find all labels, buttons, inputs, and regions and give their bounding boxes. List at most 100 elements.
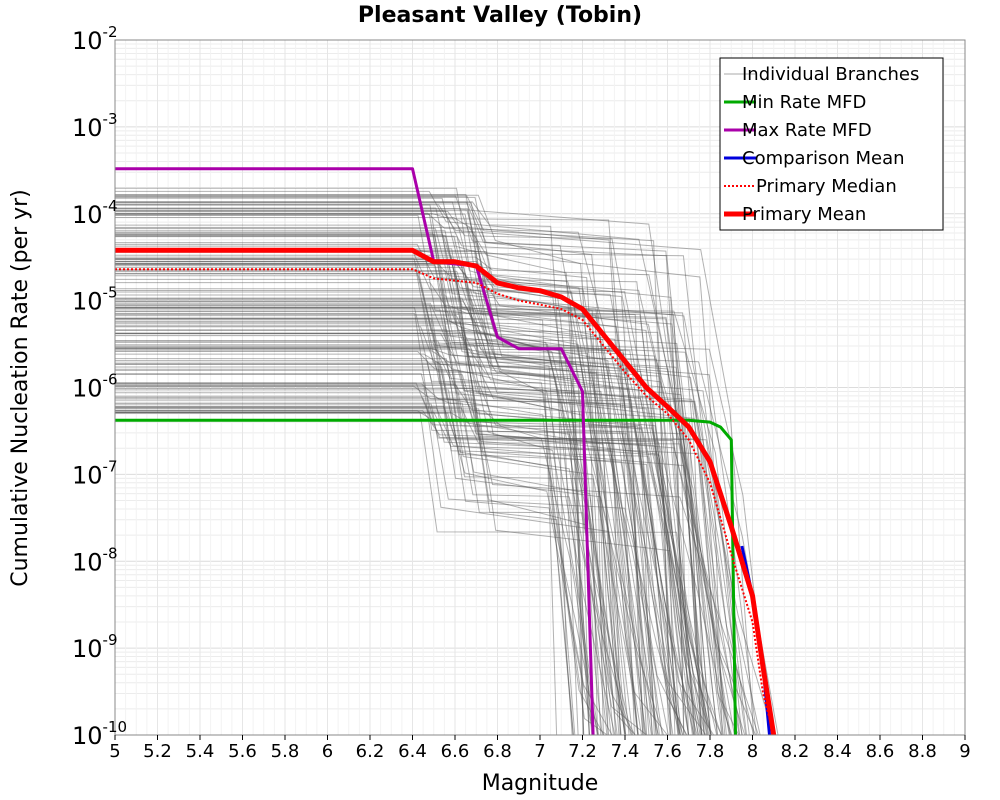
branch-line (115, 236, 653, 736)
branch-line (115, 373, 647, 736)
legend-label: Min Rate MFD (742, 92, 866, 113)
branch-line (115, 317, 626, 736)
branch-line (115, 306, 681, 736)
branch-line (115, 214, 558, 736)
x-tick-label: 5.2 (143, 741, 172, 762)
branch-line (115, 382, 598, 736)
branch-line (115, 302, 747, 736)
branch-line (115, 348, 600, 736)
branch-line (115, 388, 603, 736)
series-line-2 (115, 167, 595, 736)
branch-line (115, 410, 722, 736)
y-tick-label: 10-3 (72, 110, 118, 142)
branch-line (115, 318, 757, 736)
branch-line (115, 195, 639, 736)
y-tick-label: 10-9 (72, 631, 118, 663)
branch-line (115, 272, 727, 736)
branch-line (115, 261, 676, 736)
individual-branches (115, 187, 779, 736)
branch-line (115, 344, 695, 736)
branch-line (115, 347, 680, 736)
series-line-1 (115, 418, 737, 736)
branch-line (115, 263, 584, 736)
branch-line (115, 204, 718, 736)
legend-label: Max Rate MFD (742, 120, 872, 141)
branch-line (115, 234, 663, 736)
legend-label: Comparison Mean (742, 148, 905, 169)
branch-line (115, 232, 609, 736)
y-axis-ticks: 10-2 10-3 10-4 10-5 10-6 10-7 10-8 10-9 10-10 (72, 23, 127, 750)
branch-line (115, 294, 627, 736)
branch-line (115, 383, 735, 736)
branch-line (115, 203, 685, 736)
x-tick-label: 5.6 (228, 741, 257, 762)
branch-line (115, 195, 671, 736)
branch-line (115, 224, 626, 736)
branch-line (115, 360, 740, 736)
branch-line (115, 310, 602, 736)
branch-line (115, 208, 709, 736)
branch-line (115, 397, 608, 736)
x-tick-label: 7.6 (653, 741, 682, 762)
branch-line (115, 297, 706, 736)
branch-line (115, 374, 707, 736)
branch-line (115, 410, 681, 736)
branch-line (115, 265, 771, 736)
branch-line (115, 258, 685, 736)
branch-line (115, 350, 590, 736)
x-tick-label: 8.4 (823, 741, 852, 762)
branch-line (115, 212, 657, 736)
y-tick-label: 10-10 (72, 718, 127, 750)
branch-line (115, 332, 617, 736)
branch-line (115, 382, 708, 736)
y-tick-label: 10-8 (72, 544, 118, 576)
branch-line (115, 201, 622, 736)
branch-line (115, 299, 696, 736)
branch-line (115, 318, 593, 736)
branch-line (115, 397, 761, 736)
y-tick-label: 10-2 (72, 23, 118, 55)
branch-line (115, 411, 655, 736)
branch-line (115, 261, 741, 736)
x-tick-label: 9 (959, 741, 970, 762)
branch-line (115, 332, 740, 736)
branch-line (115, 233, 614, 736)
branch-line (115, 369, 712, 736)
branch-line (115, 235, 646, 736)
branch-line (115, 412, 620, 736)
branch-line (115, 228, 748, 736)
branch-line (115, 190, 723, 736)
x-tick-label: 5 (109, 741, 120, 762)
branch-line (115, 350, 705, 736)
branch-line (115, 270, 576, 736)
branch-line (115, 358, 668, 736)
branch-line (115, 412, 599, 736)
y-tick-label: 10-5 (72, 284, 118, 316)
branch-line (115, 288, 633, 736)
x-tick-label: 6.2 (356, 741, 385, 762)
branch-line (115, 363, 612, 736)
branch-line (115, 227, 584, 736)
x-tick-label: 7.2 (568, 741, 597, 762)
branch-line (115, 392, 689, 736)
x-tick-label: 6.8 (483, 741, 512, 762)
branch-line (115, 201, 622, 736)
branch-line (115, 332, 712, 736)
x-tick-label: 7.8 (696, 741, 725, 762)
branch-line (115, 210, 711, 736)
series-line-5 (115, 247, 777, 736)
branch-line (115, 348, 642, 736)
series-line-4 (115, 268, 775, 736)
branch-line (115, 353, 694, 736)
branch-line (115, 389, 613, 736)
branch-line (115, 306, 626, 736)
branch-line (115, 211, 671, 736)
branch-line (115, 215, 660, 736)
branch-line (115, 385, 648, 736)
y-axis-label: Cumulative Nucleation Rate (per yr) (8, 189, 33, 587)
branch-line (115, 213, 702, 736)
branch-line (115, 290, 703, 736)
branch-line (115, 363, 755, 736)
branch-line (115, 340, 722, 736)
